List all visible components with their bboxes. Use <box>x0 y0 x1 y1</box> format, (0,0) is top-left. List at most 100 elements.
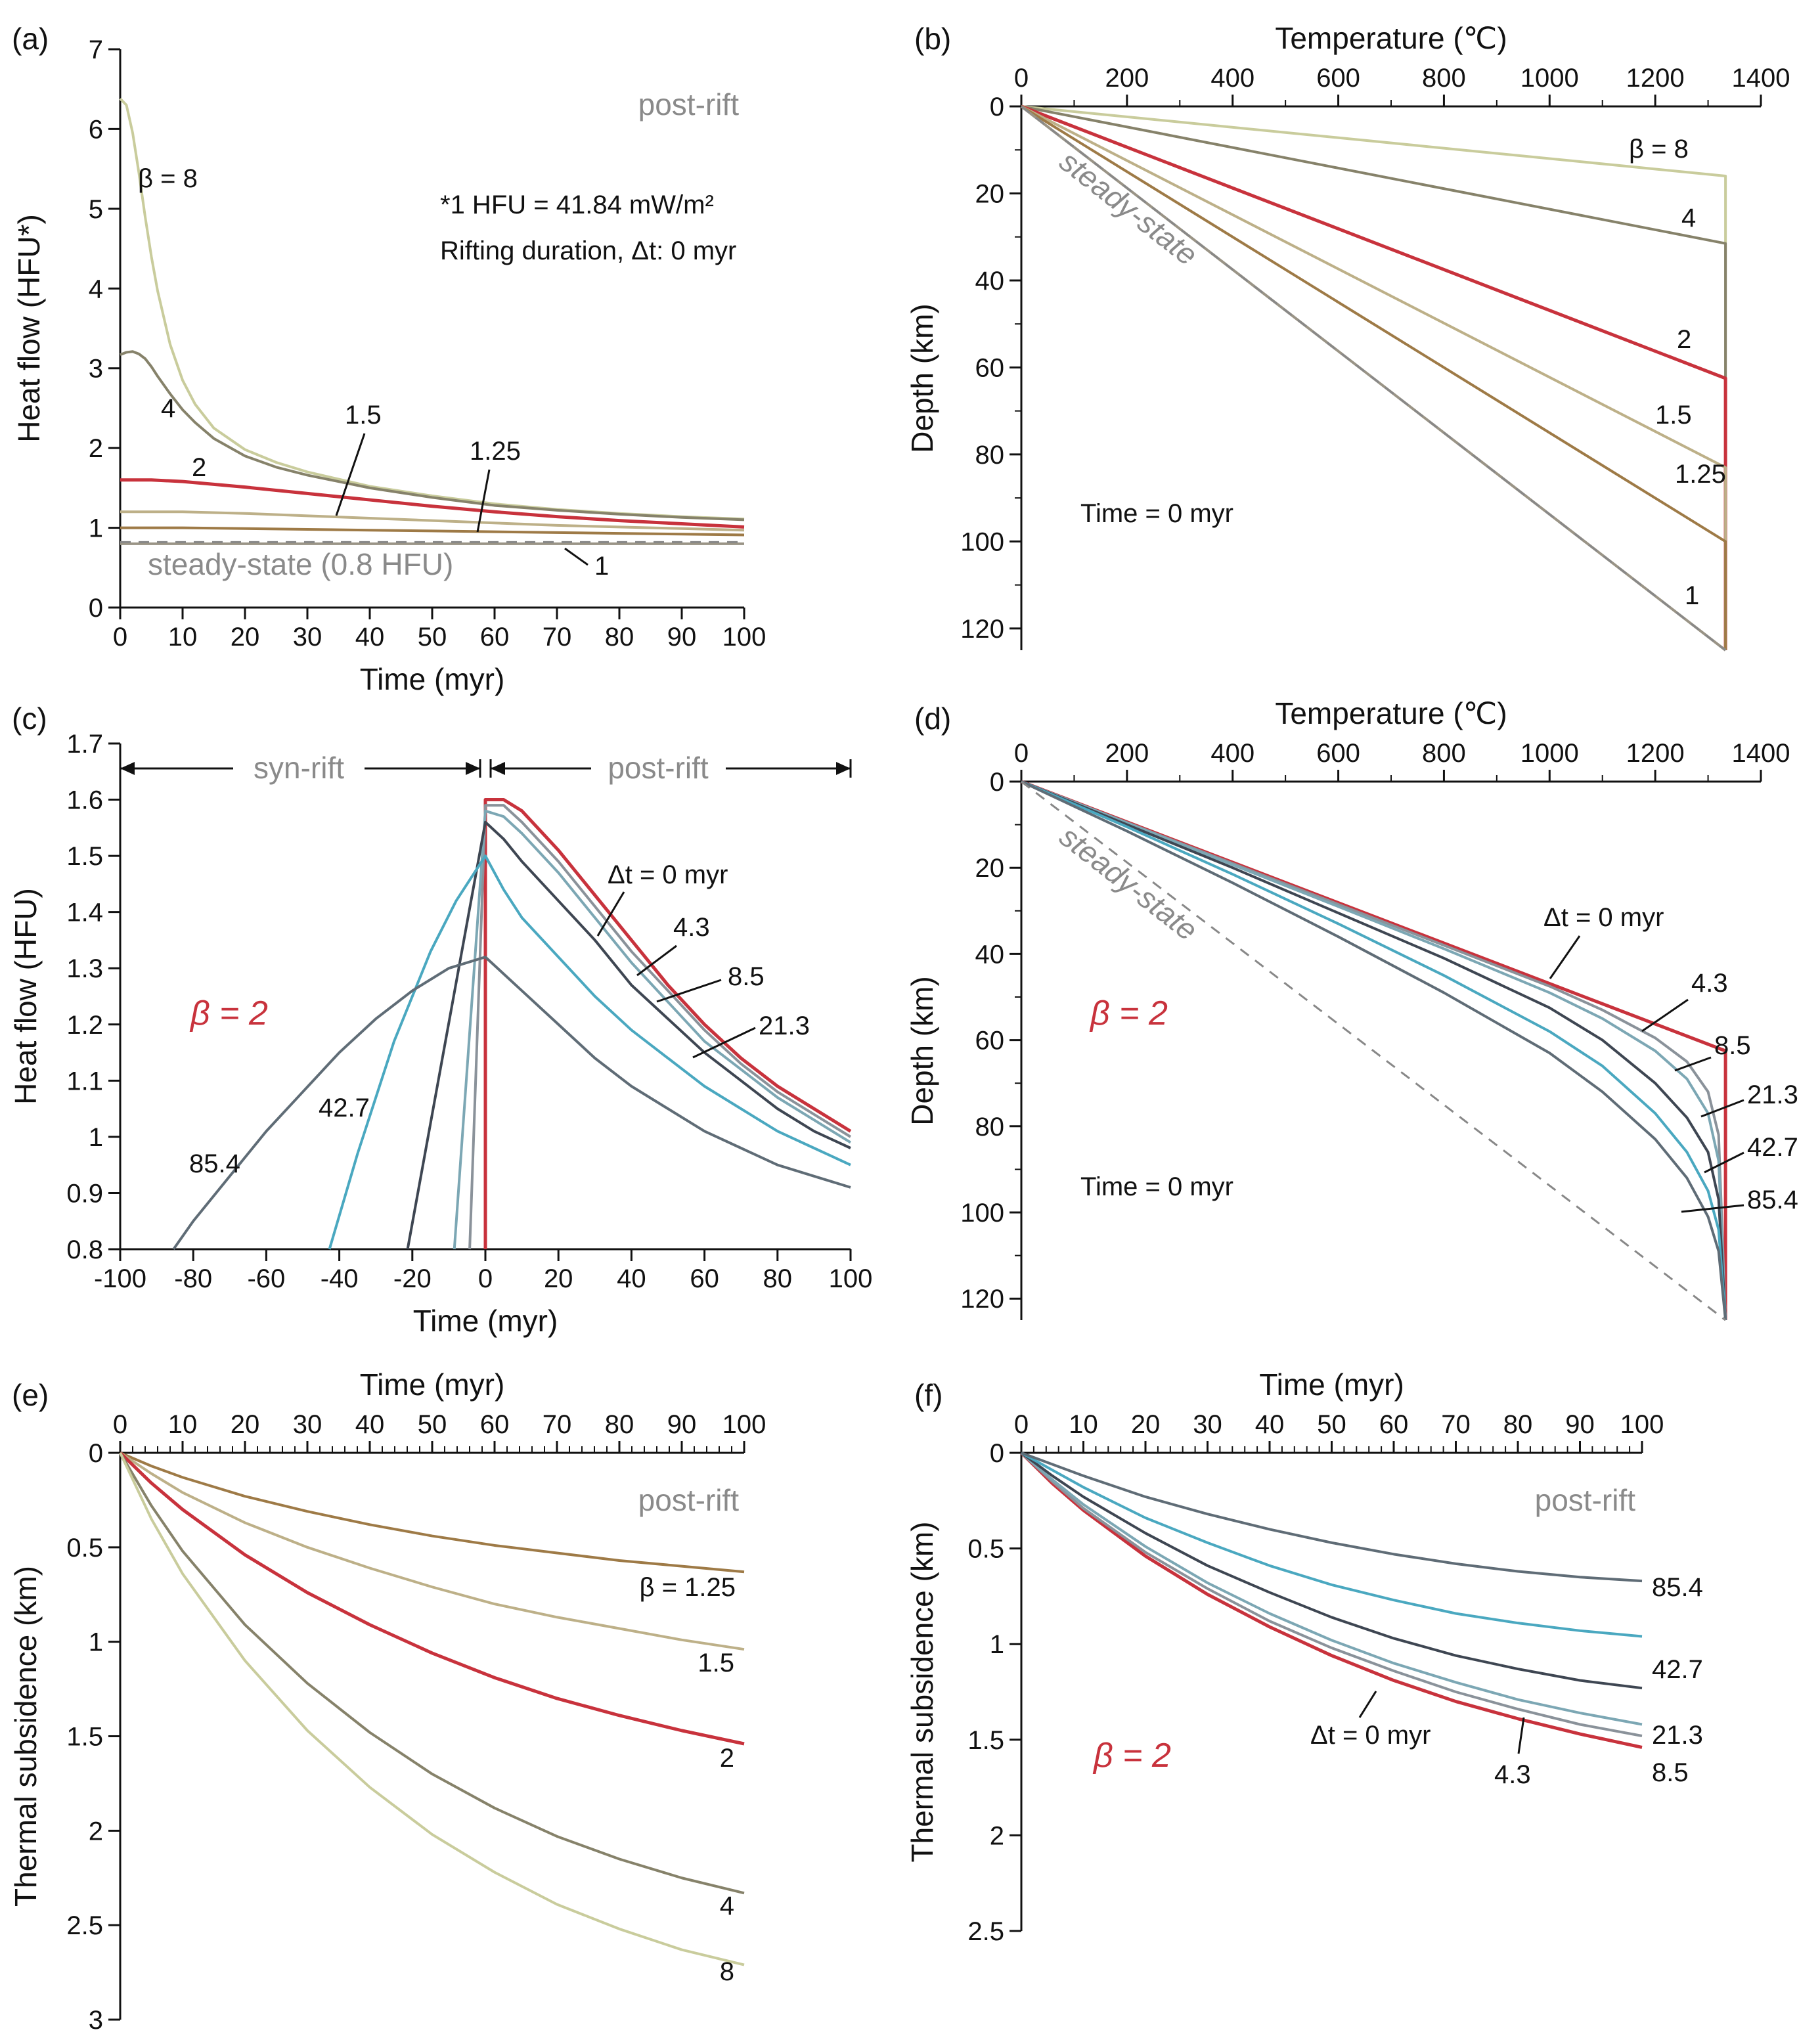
x-tick-label-20: 20 <box>231 1410 260 1439</box>
x-tick-label-800: 800 <box>1422 739 1466 768</box>
series-label-beta-8: β = 8 <box>1629 135 1689 164</box>
y-tick-label-5: 5 <box>89 195 103 224</box>
x-tick-label-800: 800 <box>1422 64 1466 93</box>
series-line-steady-state <box>1021 105 1727 652</box>
series-label-85.4: 85.4 <box>1652 1573 1703 1602</box>
x-tick-label-30: 30 <box>1193 1410 1222 1439</box>
series-label-2: 2 <box>1677 325 1691 354</box>
arrow-head <box>836 762 851 775</box>
x-tick-label-80: 80 <box>605 1410 634 1439</box>
series-label-21.3: 21.3 <box>1652 1721 1703 1750</box>
y-axis-title: Depth (km) <box>905 303 939 453</box>
label-leader-line <box>1517 1717 1525 1754</box>
arrow-head <box>491 762 505 775</box>
x-axis-title: Temperature (℃) <box>1275 696 1507 730</box>
series-line-8 <box>119 97 745 521</box>
x-tick-label-100: 100 <box>722 1410 766 1439</box>
x-tick-label-80: 80 <box>763 1264 793 1293</box>
series-label-42.7: 42.7 <box>1747 1133 1798 1162</box>
x-tick-label-40: 40 <box>355 623 385 652</box>
x-tick-label-0: 0 <box>113 1410 127 1439</box>
note-hfu-definition: *1 HFU = 41.84 mW/m² <box>440 190 714 219</box>
y-tick-label-1.6: 1.6 <box>66 786 103 815</box>
panel-label: (e) <box>12 1378 49 1412</box>
label-leader-line <box>636 944 677 977</box>
series-line-1.25 <box>1020 105 1727 650</box>
y-tick-label-100: 100 <box>960 1199 1004 1228</box>
series-line-42.7 <box>328 854 851 1250</box>
series-line-21.3 <box>1020 1452 1643 1690</box>
y-tick-label-0.5: 0.5 <box>967 1535 1004 1564</box>
x-tick-label-40: 40 <box>355 1410 385 1439</box>
series-line-1.5 <box>120 510 745 532</box>
x-tick-label-20: 20 <box>231 623 260 652</box>
panel-c: (c) -100 -80 -60 -40 -20 0 20 40 60 80 100 0.8 0.9 1 1.… <box>9 701 872 1338</box>
x-tick-label-600: 600 <box>1316 64 1360 93</box>
y-tick-label-0.9: 0.9 <box>66 1179 103 1208</box>
y-tick-label-1.1: 1.1 <box>66 1067 103 1096</box>
series-label-beta-8: β = 8 <box>138 164 198 193</box>
label-leader-line <box>656 979 722 1003</box>
y-tick-label-0: 0 <box>990 768 1004 797</box>
x-axis-title: Time (myr) <box>413 1304 558 1338</box>
label-leader-line <box>335 433 366 516</box>
x-tick-label-1200: 1200 <box>1626 739 1685 768</box>
x-tick-label-100: 100 <box>829 1264 873 1293</box>
y-tick-label-2: 2 <box>89 1817 103 1846</box>
series-label-2: 2 <box>192 453 206 482</box>
x-tick-label-1000: 1000 <box>1520 739 1579 768</box>
y-tick-label-20: 20 <box>975 854 1005 883</box>
beta-annotation: β = 2 <box>1089 994 1168 1032</box>
steady-state-label: steady-state (0.8 HFU) <box>148 547 453 581</box>
x-tick-label-100: 100 <box>1620 1410 1664 1439</box>
x-tick-label-40: 40 <box>1255 1410 1285 1439</box>
label-leader-line <box>1549 935 1581 979</box>
note-time-zero: Time = 0 myr <box>1080 499 1233 528</box>
label-leader-line <box>596 891 625 937</box>
y-axis-title: Heat flow (HFU*) <box>12 214 46 443</box>
x-tick-label-20: 20 <box>544 1264 573 1293</box>
series-label-85.4: 85.4 <box>1747 1186 1798 1214</box>
panel-e: (e) 0 10 20 30 40 50 60 70 80 90 100 0 0.5 1 1.5 2 2.5 3 Ti… <box>9 1367 766 2035</box>
label-leader-line <box>1674 1056 1712 1072</box>
y-tick-label-1.5: 1.5 <box>967 1726 1004 1755</box>
y-tick-label-1: 1 <box>990 1630 1004 1659</box>
panel-label: (b) <box>914 22 951 56</box>
y-tick-label-0.8: 0.8 <box>66 1235 103 1264</box>
post-label-bg <box>591 749 726 785</box>
y-tick-label-0: 0 <box>990 93 1004 122</box>
series-label-4: 4 <box>1681 204 1696 233</box>
x-tick-label-0: 0 <box>1014 739 1029 768</box>
steady-state-label: steady-state <box>1054 144 1204 272</box>
series-label-dt-0: Δt = 0 myr <box>1310 1721 1431 1750</box>
label-leader-line <box>692 1027 756 1059</box>
series-label-85.4: 85.4 <box>189 1149 240 1178</box>
series-line-steady-state <box>1021 780 1727 1321</box>
panel-b: (b) 0 200 400 600 800 1000 1200 1400 0 20 40 60 80 100… <box>905 21 1790 652</box>
y-tick-label-1.7: 1.7 <box>66 730 103 759</box>
label-leader-line <box>476 469 491 533</box>
x-tick-label-30: 30 <box>293 1410 322 1439</box>
x-tick-label-100: 100 <box>722 623 766 652</box>
y-tick-label-1: 1 <box>89 1123 103 1152</box>
x-tick-label-70: 70 <box>543 1410 572 1439</box>
x-tick-label--100: -100 <box>94 1264 146 1293</box>
series-label-42.7: 42.7 <box>319 1094 370 1122</box>
series-line-85.4 <box>1021 780 1727 1321</box>
y-tick-label-2: 2 <box>89 434 103 463</box>
series-line-0 <box>1020 1452 1643 1749</box>
x-tick-label-70: 70 <box>543 623 572 652</box>
x-tick-label-60: 60 <box>1379 1410 1409 1439</box>
series-line-4 <box>119 1452 745 1895</box>
x-tick-label-1400: 1400 <box>1732 64 1790 93</box>
panel-label: (d) <box>914 701 951 736</box>
x-tick-label-80: 80 <box>605 623 634 652</box>
y-tick-label-1: 1 <box>89 514 103 543</box>
y-tick-label-1.2: 1.2 <box>66 1011 103 1040</box>
x-tick-label-200: 200 <box>1105 64 1149 93</box>
series-label-8: 8 <box>720 1957 734 1986</box>
series-line-21.3 <box>406 820 851 1250</box>
x-tick-label-10: 10 <box>168 1410 198 1439</box>
y-tick-label-0.5: 0.5 <box>66 1534 103 1563</box>
